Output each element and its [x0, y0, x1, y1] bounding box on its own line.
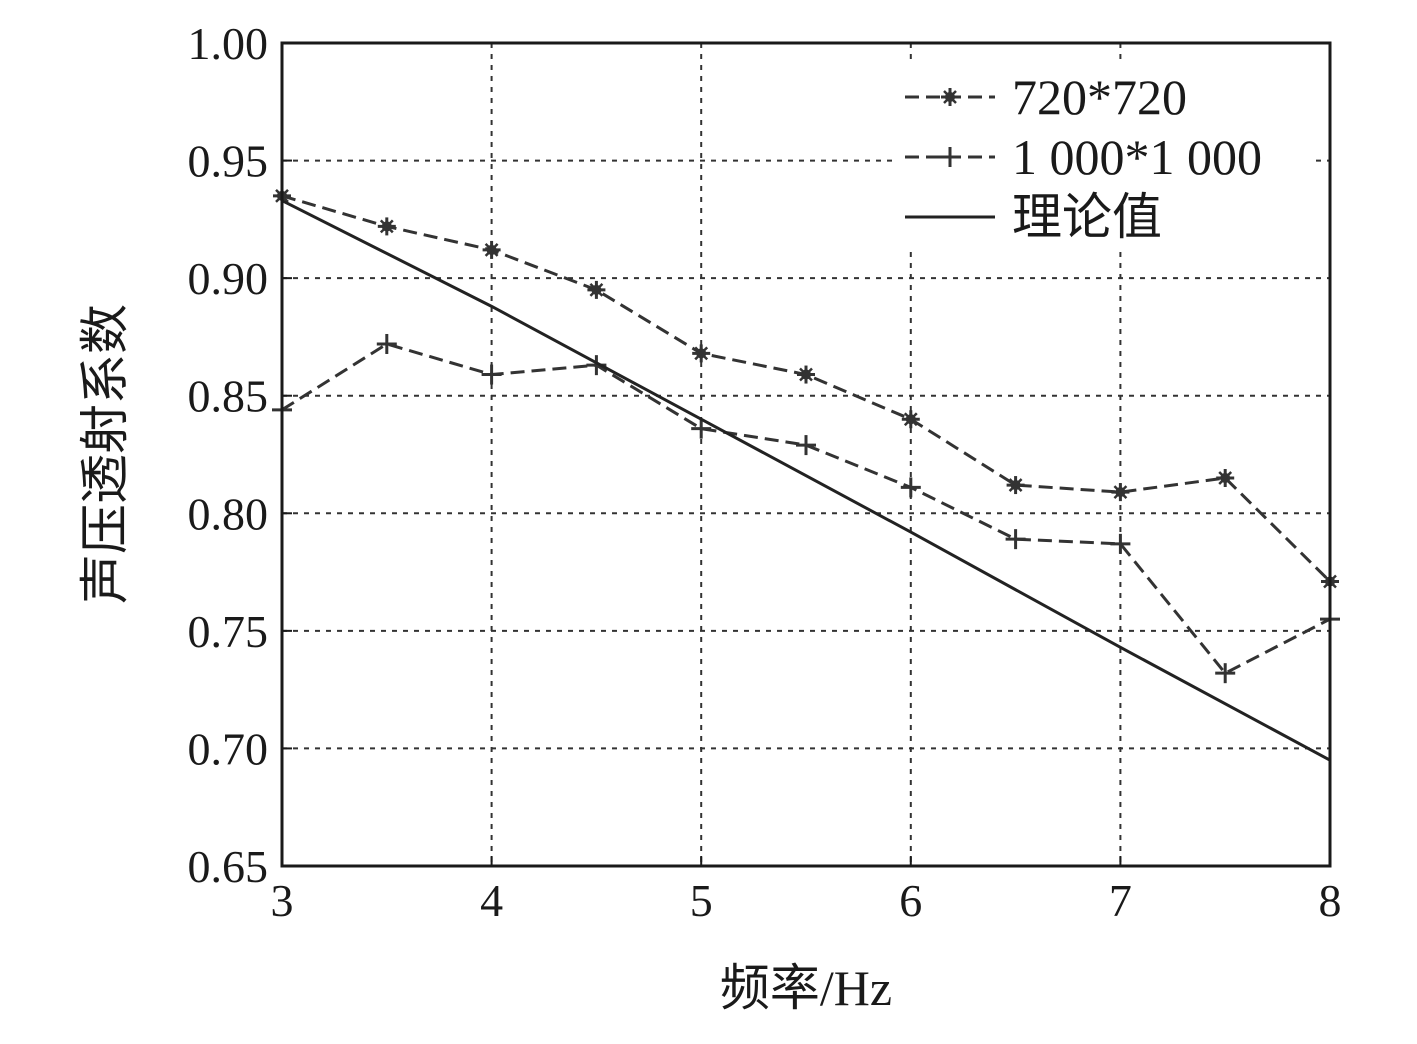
plot-area-frame: [280, 41, 1332, 868]
legend-label-1: 720*720: [1012, 69, 1187, 125]
legend-label-3: 理论值: [1012, 189, 1162, 245]
star-marker: [692, 344, 711, 363]
y-tick-label: 0.95: [188, 136, 269, 187]
plus-marker: [1215, 663, 1236, 684]
star-marker: [797, 365, 815, 384]
plus-marker: [691, 418, 712, 439]
x-tick-label: 7: [1109, 875, 1132, 926]
y-tick-label: 0.65: [188, 841, 269, 892]
x-tick-label: 6: [899, 875, 922, 926]
series-line-2: [281, 342, 1331, 675]
x-tick-label: 5: [690, 875, 713, 926]
y-axis-title: 声压透射系数: [77, 304, 133, 604]
axis-ticks: 3 4 5 6 7 8 0.65 0.70 0.75 0.80 0.85 0.90 0.95 1.00: [188, 18, 1342, 926]
plus-marker: [1005, 529, 1026, 550]
x-axis-title: 频率/Hz: [720, 960, 892, 1016]
y-tick-label: 0.85: [188, 371, 269, 422]
plus-marker: [481, 364, 502, 385]
y-tick-label: 0.75: [188, 606, 269, 657]
legend-label-2: 1 000*1 000: [1012, 129, 1262, 185]
series-line-1: [281, 194, 1332, 583]
y-tick-label: 1.00: [188, 18, 269, 69]
star-marker: [587, 280, 606, 299]
y-tick-label: 0.80: [188, 488, 269, 539]
star-marker: [941, 88, 959, 106]
plus-marker: [376, 333, 397, 354]
star-marker: [901, 410, 920, 429]
plus-marker: [796, 435, 816, 456]
x-tick-label: 4: [480, 875, 503, 926]
star-marker: [377, 217, 396, 236]
plus-marker: [940, 147, 960, 167]
series-layer: [272, 186, 1340, 762]
y-tick-label: 0.70: [188, 723, 269, 774]
star-marker: [1216, 469, 1235, 488]
y-tick-label: 0.90: [188, 253, 269, 304]
x-tick-label: 3: [271, 875, 294, 926]
x-tick-label: 8: [1319, 875, 1342, 926]
series-line-3: [281, 199, 1331, 762]
plus-marker: [1110, 533, 1131, 554]
star-marker: [1111, 483, 1130, 502]
star-marker: [482, 240, 501, 259]
star-marker: [1006, 476, 1025, 495]
plus-marker: [900, 477, 921, 498]
